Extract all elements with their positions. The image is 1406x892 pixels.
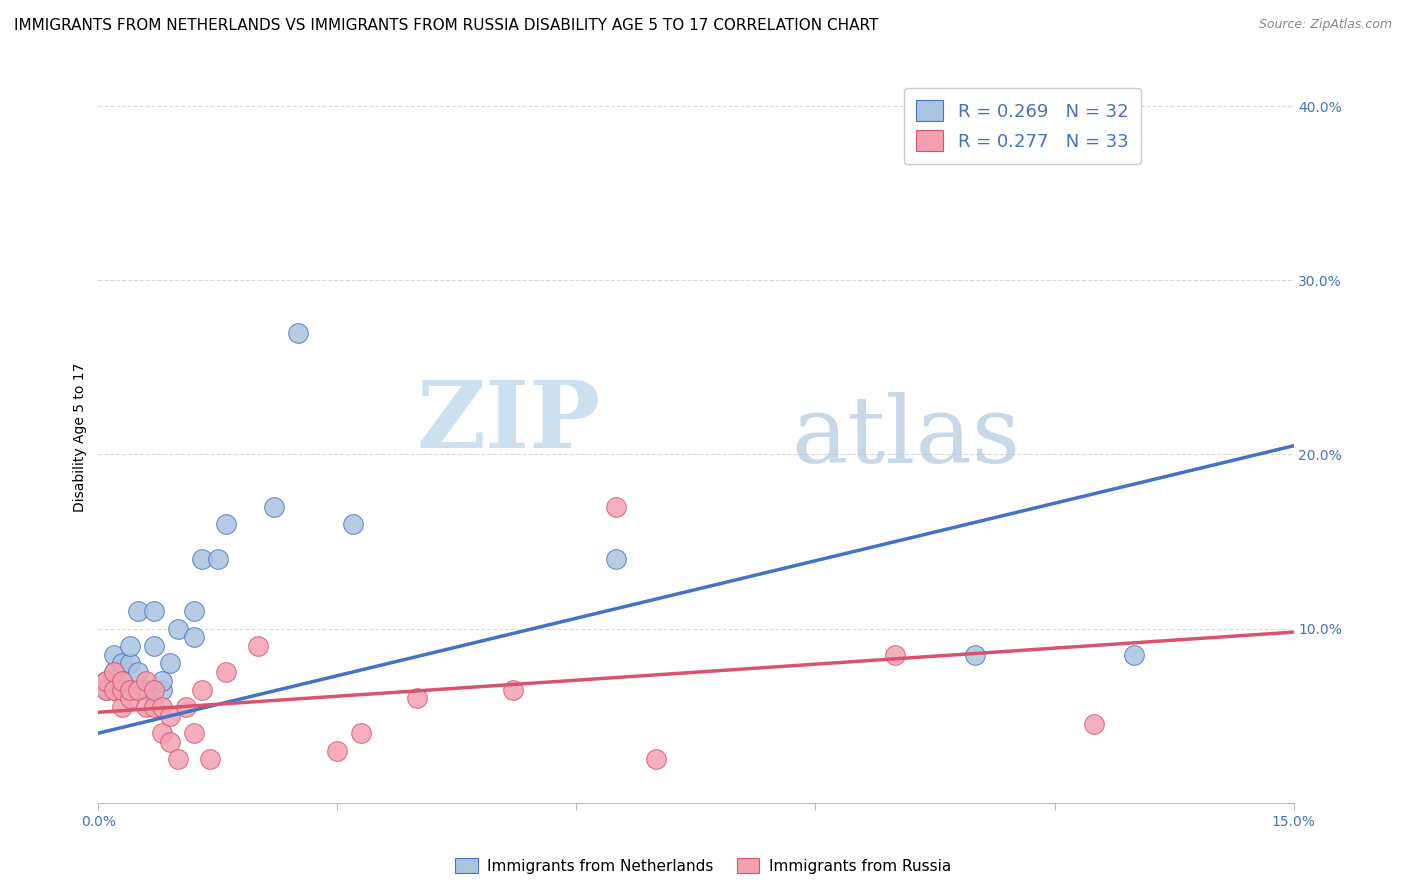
Point: [263, 500, 285, 514]
Point: [167, 622, 190, 636]
Point: [191, 552, 214, 566]
Point: [215, 665, 238, 680]
Point: [103, 665, 125, 680]
Point: [120, 657, 142, 671]
Point: [127, 604, 149, 618]
Point: [645, 752, 668, 766]
Point: [605, 500, 627, 514]
Point: [96, 682, 118, 697]
Point: [127, 682, 149, 697]
Point: [207, 552, 229, 566]
Point: [1123, 648, 1146, 662]
Legend: Immigrants from Netherlands, Immigrants from Russia: Immigrants from Netherlands, Immigrants …: [449, 852, 957, 880]
Point: [150, 682, 173, 697]
Point: [120, 691, 142, 706]
Point: [174, 700, 197, 714]
Point: [111, 673, 134, 688]
Point: [183, 631, 205, 645]
Point: [127, 682, 149, 697]
Point: [1083, 717, 1105, 731]
Point: [111, 657, 134, 671]
Point: [191, 682, 214, 697]
Point: [605, 552, 627, 566]
Point: [198, 752, 221, 766]
Point: [111, 682, 134, 697]
Point: [96, 673, 118, 688]
Point: [502, 682, 524, 697]
Point: [120, 682, 142, 697]
Point: [963, 648, 986, 662]
Point: [884, 648, 907, 662]
Point: [120, 639, 142, 653]
Point: [103, 682, 125, 697]
Point: [215, 517, 238, 532]
Point: [159, 735, 181, 749]
Point: [120, 682, 142, 697]
Point: [135, 682, 157, 697]
Point: [96, 682, 118, 697]
Point: [246, 639, 269, 653]
Point: [167, 752, 190, 766]
Point: [159, 657, 181, 671]
Point: [103, 648, 125, 662]
Point: [150, 673, 173, 688]
Point: [350, 726, 373, 740]
Point: [143, 604, 166, 618]
Point: [150, 700, 173, 714]
Point: [111, 700, 134, 714]
Point: [111, 673, 134, 688]
Point: [135, 700, 157, 714]
Point: [287, 326, 309, 340]
Point: [143, 639, 166, 653]
Point: [111, 682, 134, 697]
Legend: R = 0.269   N = 32, R = 0.277   N = 33: R = 0.269 N = 32, R = 0.277 N = 33: [904, 87, 1142, 164]
Text: atlas: atlas: [792, 392, 1021, 482]
Point: [183, 726, 205, 740]
Point: [326, 743, 349, 757]
Text: Source: ZipAtlas.com: Source: ZipAtlas.com: [1258, 18, 1392, 31]
Point: [143, 682, 166, 697]
Point: [103, 682, 125, 697]
Text: ZIP: ZIP: [416, 377, 600, 467]
Text: IMMIGRANTS FROM NETHERLANDS VS IMMIGRANTS FROM RUSSIA DISABILITY AGE 5 TO 17 COR: IMMIGRANTS FROM NETHERLANDS VS IMMIGRANT…: [14, 18, 879, 33]
Point: [143, 700, 166, 714]
Point: [135, 673, 157, 688]
Point: [150, 726, 173, 740]
Point: [127, 665, 149, 680]
Point: [159, 708, 181, 723]
Point: [183, 604, 205, 618]
Y-axis label: Disability Age 5 to 17: Disability Age 5 to 17: [73, 362, 87, 512]
Point: [103, 665, 125, 680]
Point: [406, 691, 429, 706]
Point: [342, 517, 364, 532]
Point: [96, 673, 118, 688]
